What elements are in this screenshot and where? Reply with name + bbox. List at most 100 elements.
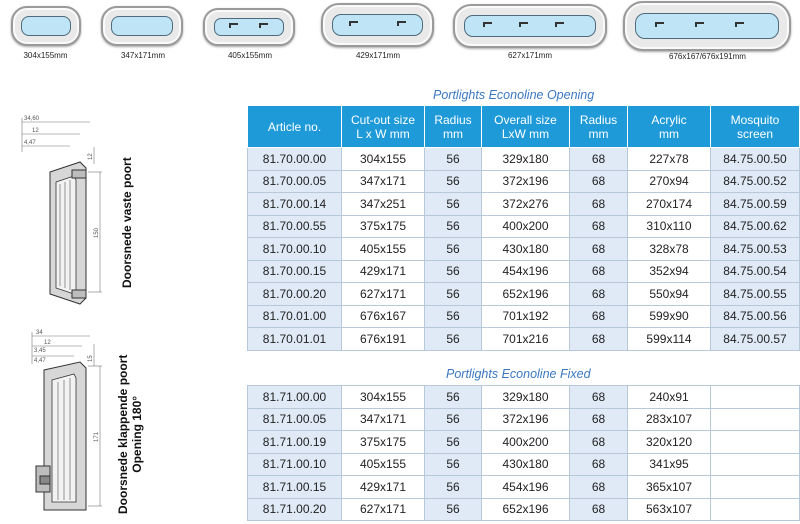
- thumbnail-caption: 405x155mm: [227, 51, 273, 60]
- table-cell: 352x94: [627, 259, 711, 283]
- table-cell: [710, 497, 800, 521]
- table-cell: 429x171: [341, 259, 425, 283]
- table-cell: 68: [569, 327, 628, 351]
- portlight-thumbnail: 429x171mm: [318, 0, 438, 60]
- table-row: 81.70.00.10 405x155 56 430x180 68 328x78 84.75…: [247, 237, 800, 261]
- table-cell: 56: [424, 304, 482, 328]
- opening-table-body: 81.70.00.00 304x155 56 329x180 68 227x78 84.75…: [247, 147, 800, 351]
- table-row: 81.71.00.00 304x155 56 329x180 68 240x91: [247, 385, 800, 409]
- fixed-section-label: Doorsnede vaste poort: [120, 157, 134, 288]
- table-row: 81.70.00.14 347x251 56 372x276 68 270x174 84.7…: [247, 192, 800, 216]
- table-cell: [710, 385, 800, 409]
- table-cell: [710, 452, 800, 476]
- portlight-thumbnails: 304x155mm 347x171mm 405x155mm 429x171mm: [0, 0, 800, 64]
- table-row: 81.70.00.05 347x171 56 372x196 68 270x94 84.75…: [247, 169, 800, 193]
- portlight-thumbnail: 347x171mm: [98, 2, 188, 60]
- table-cell: 56: [424, 147, 482, 171]
- table-cell: 84.75.00.62: [710, 214, 800, 238]
- table-cell: 81.70.01.00: [247, 304, 342, 328]
- table-cell: 84.75.00.54: [710, 259, 800, 283]
- table-cell: 81.70.00.20: [247, 282, 342, 306]
- hinged-portlight-section-drawing: 34 12 3,45 4,47 15 171: [10, 326, 110, 516]
- portlight-frame-image: [623, 1, 791, 51]
- table-cell: 56: [424, 214, 482, 238]
- dimension-label: 34,60: [24, 116, 40, 122]
- section-drawing-svg: 34,60 12 4,47 12 150: [21, 116, 102, 305]
- table-cell: 56: [424, 407, 482, 431]
- table-cell: 68: [569, 259, 628, 283]
- table-cell: 56: [424, 385, 482, 409]
- table-cell: 372x276: [481, 192, 570, 216]
- table-cell: 270x94: [627, 169, 711, 193]
- table-cell: 56: [424, 282, 482, 306]
- fixed-spec-table: 81.71.00.00 304x155 56 329x180 68 240x91 81.71…: [247, 385, 800, 521]
- table-cell: 84.75.00.53: [710, 237, 800, 261]
- table-cell: 56: [424, 430, 482, 454]
- fixed-table-title: Portlights Econoline Fixed: [446, 367, 591, 381]
- table-row: 81.71.00.20 627x171 56 652x196 68 563x107: [247, 497, 800, 521]
- dimension-label: 12: [32, 128, 39, 134]
- table-cell: 68: [569, 407, 628, 431]
- table-cell: 84.75.00.52: [710, 169, 800, 193]
- dimension-label: 12: [44, 340, 51, 346]
- table-cell: 81.70.00.10: [247, 237, 342, 261]
- table-row: 81.71.00.19 375x175 56 400x200 68 320x120: [247, 430, 800, 454]
- table-cell: 81.71.00.15: [247, 475, 342, 499]
- portlight-thumbnail: 676x167/676x191mm: [620, 0, 795, 61]
- column-header: Radius mm: [424, 105, 482, 148]
- dimension-label: 3,45: [34, 348, 46, 354]
- table-cell: 81.71.00.19: [247, 430, 342, 454]
- table-cell: 81.70.00.05: [247, 169, 342, 193]
- portlight-thumbnail: 304x155mm: [8, 2, 83, 60]
- table-cell: 283x107: [627, 407, 711, 431]
- table-header-row: Article no. Cut-out size L x W mm Radius m…: [247, 105, 800, 148]
- table-cell: 68: [569, 192, 628, 216]
- table-row: 81.70.00.00 304x155 56 329x180 68 227x78 84.75…: [247, 147, 800, 171]
- table-cell: 270x174: [627, 192, 711, 216]
- table-cell: 240x91: [627, 385, 711, 409]
- table-cell: 56: [424, 497, 482, 521]
- hinged-section-label-line2: Opening 180°: [130, 395, 144, 473]
- table-cell: 627x171: [341, 282, 425, 306]
- table-cell: 84.75.00.59: [710, 192, 800, 216]
- portlight-frame-image: [453, 4, 607, 48]
- portlight-thumbnail: 627x171mm: [450, 0, 610, 60]
- table-cell: 365x107: [627, 475, 711, 499]
- dimension-label: 4,47: [24, 140, 36, 146]
- table-row: 81.71.00.15 429x171 56 454x196 68 365x107: [247, 475, 800, 499]
- table-cell: 56: [424, 192, 482, 216]
- table-cell: 329x180: [481, 147, 570, 171]
- table-cell: 68: [569, 304, 628, 328]
- table-cell: 429x171: [341, 475, 425, 499]
- table-cell: 81.71.00.10: [247, 452, 342, 476]
- table-cell: 56: [424, 327, 482, 351]
- column-header: Overall size LxW mm: [481, 105, 570, 148]
- table-cell: 56: [424, 237, 482, 261]
- column-header: Article no.: [247, 105, 342, 148]
- table-cell: 68: [569, 237, 628, 261]
- table-cell: 56: [424, 169, 482, 193]
- table-cell: 84.75.00.50: [710, 147, 800, 171]
- dimension-label: 34: [36, 330, 43, 336]
- table-row: 81.70.01.01 676x191 56 701x216 68 599x114 84.7…: [247, 327, 800, 351]
- table-cell: 304x155: [341, 385, 425, 409]
- table-cell: 372x196: [481, 407, 570, 431]
- opening-spec-table: Article no. Cut-out size L x W mm Radius m…: [247, 105, 800, 351]
- portlight-thumbnail: 405x155mm: [200, 4, 300, 60]
- table-cell: 400x200: [481, 214, 570, 238]
- table-cell: 81.70.00.14: [247, 192, 342, 216]
- thumbnail-caption: 676x167/676x191mm: [669, 52, 746, 61]
- table-cell: 56: [424, 259, 482, 283]
- table-row: 81.70.01.00 676x167 56 701x192 68 599x90 84.75…: [247, 304, 800, 328]
- table-cell: 550x94: [627, 282, 711, 306]
- table-cell: 68: [569, 430, 628, 454]
- table-cell: 81.70.00.55: [247, 214, 342, 238]
- thumbnail-caption: 304x155mm: [23, 51, 68, 60]
- table-cell: 68: [569, 282, 628, 306]
- table-cell: 454x196: [481, 259, 570, 283]
- table-cell: [710, 407, 800, 431]
- table-cell: [710, 475, 800, 499]
- table-cell: 599x90: [627, 304, 711, 328]
- fixed-portlight-section-drawing: 34,60 12 4,47 12 150: [10, 112, 110, 312]
- column-header: Acrylic mm: [627, 105, 711, 148]
